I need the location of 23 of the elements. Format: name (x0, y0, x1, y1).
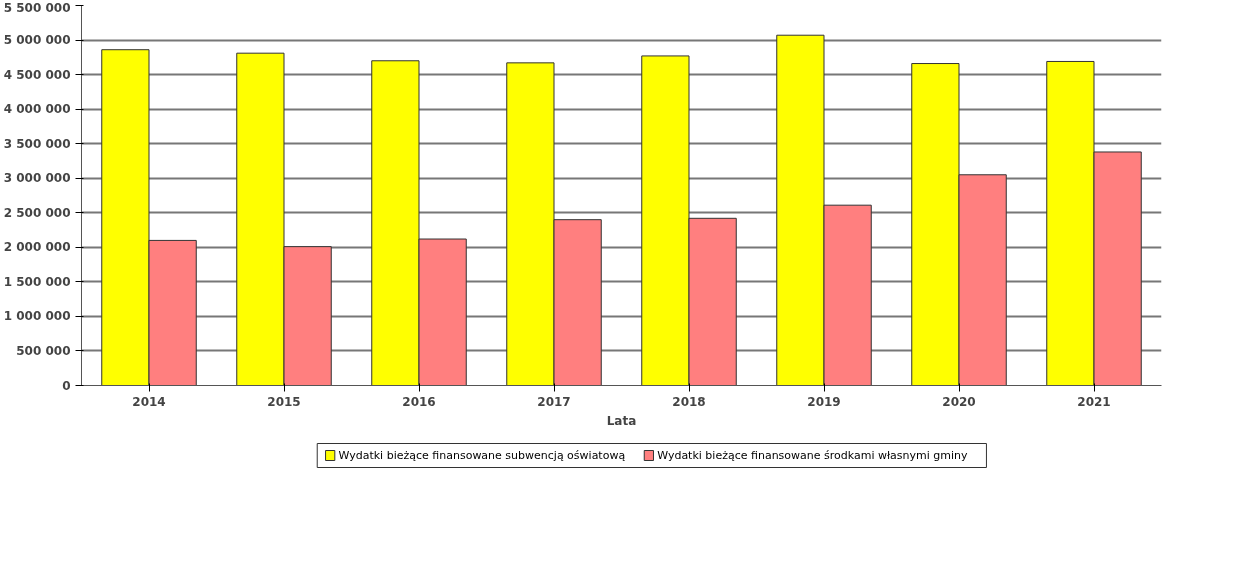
y-tick-label: 3 500 000 (3, 136, 71, 151)
y-tick-label: 500 000 (16, 343, 71, 358)
y-tick-label: 5 000 000 (3, 33, 71, 48)
x-tick-label: 2017 (537, 394, 571, 409)
x-axis-title: Lata (606, 413, 637, 428)
legend-label: Wydatki bieżące finansowane środkami własnymi gminy (657, 449, 969, 462)
y-tick-label: 2 500 000 (3, 205, 71, 220)
x-tick-label: 2021 (1077, 394, 1111, 409)
legend-label: Wydatki bieżące finansowane subwencją oświatową (338, 449, 626, 462)
y-tick-label: 3 000 000 (3, 171, 71, 186)
x-tick-label: 2015 (267, 394, 301, 409)
y-tick-label: 1 000 000 (3, 309, 71, 324)
y-tick-label: 5 500 000 (3, 0, 71, 15)
x-tick-label: 2014 (132, 394, 166, 409)
x-tick-label: 2018 (672, 394, 706, 409)
y-tick-label: 0 (62, 378, 71, 393)
y-tick-label: 2 000 000 (3, 240, 71, 255)
y-tick-label: 4 500 000 (3, 67, 71, 82)
y-tick-label: 1 500 000 (3, 274, 71, 289)
y-tick-label: 4 000 000 (3, 102, 71, 117)
x-tick-label: 2016 (402, 394, 436, 409)
x-tick-label: 2019 (807, 394, 841, 409)
x-tick-label: 2020 (942, 394, 976, 409)
